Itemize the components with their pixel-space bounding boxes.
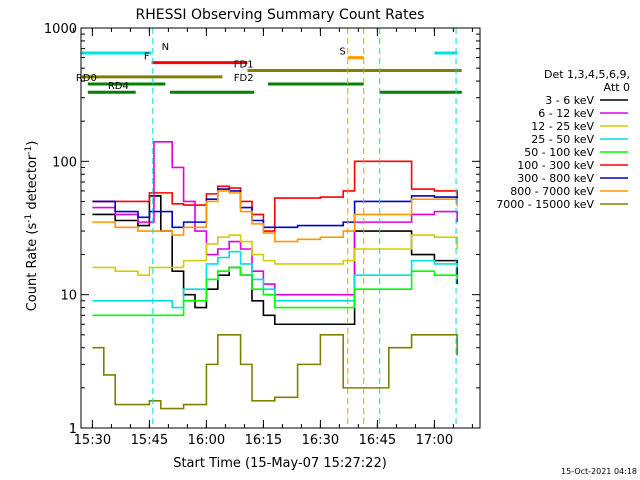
legend-entry-label: 50 - 100 keV (524, 146, 594, 159)
series-line-4 (92, 266, 459, 317)
y-tick-label: 10 (60, 289, 77, 304)
legend-entry-label: 25 - 50 keV (531, 133, 594, 146)
vlines-layer (152, 28, 457, 428)
y-axis: 1 10 100 1000 (44, 22, 480, 437)
y-tick-label: 100 (52, 155, 77, 170)
x-tick-label: 16:00 (188, 433, 225, 448)
legend-entry-label: 100 - 300 keV (517, 159, 594, 172)
series-line-7 (92, 190, 459, 243)
flag-label-rd0: RD0 (76, 73, 97, 84)
series-line-3 (92, 250, 459, 309)
y-axis-label-exp: -1 (24, 214, 34, 223)
series-line-5 (92, 160, 459, 232)
flag-label-n: N (162, 42, 169, 53)
legend-entry-label: 7000 - 15000 keV (496, 198, 594, 211)
flag-label-f: F (144, 52, 150, 63)
series-layer (92, 141, 459, 410)
x-tick-label: 15:30 (74, 433, 111, 448)
x-tick-label: 16:45 (359, 433, 396, 448)
x-tick-label: 16:15 (245, 433, 282, 448)
legend-entry-label: 6 - 12 keV (538, 107, 594, 120)
y-axis-label-part: ) (25, 141, 40, 146)
y-axis-label-part: Count Rate (s (25, 223, 40, 312)
y-axis-label-exp: -1 (24, 146, 34, 155)
footer-timestamp: 15-Oct-2021 04:18 (561, 467, 637, 476)
x-axis-label: Start Time (15-May-07 15:27:22) (173, 456, 387, 471)
legend-header-line: Att 0 (604, 81, 630, 94)
series-line-8 (92, 334, 459, 410)
legend-entry-label: 300 - 800 keV (517, 172, 594, 185)
y-axis-label: Count Rate (s-1 detector-1) (24, 141, 40, 312)
series-line-1 (92, 141, 459, 296)
y-axis-label-part: detector (25, 154, 40, 214)
legend-header-line: Det 1,3,4,5,6,9, (544, 68, 630, 81)
flag-label-fd1: FD1 (234, 60, 254, 71)
x-tick-label: 17:00 (416, 433, 453, 448)
flags-layer: N S F FD1 FD2 RD0 RD4 (76, 42, 462, 94)
chart-title: RHESSI Observing Summary Count Rates (136, 7, 425, 23)
legend-entry-label: 800 - 7000 keV (510, 185, 594, 198)
x-axis: 15:30 15:45 16:00 16:15 16:30 16:45 17:00 (72, 28, 473, 448)
y-tick-label: 1000 (44, 22, 77, 37)
flag-label-rd4: RD4 (108, 81, 129, 92)
legend-entry-label: 12 - 25 keV (531, 120, 594, 133)
flag-label-fd2: FD2 (234, 73, 254, 84)
x-tick-label: 16:30 (302, 433, 339, 448)
plot-frame (80, 27, 481, 429)
flag-label-s: S (339, 47, 345, 58)
x-tick-label: 15:45 (131, 433, 168, 448)
y-tick-label: 1 (69, 422, 77, 437)
legend-entry-label: 3 - 6 keV (545, 94, 594, 107)
